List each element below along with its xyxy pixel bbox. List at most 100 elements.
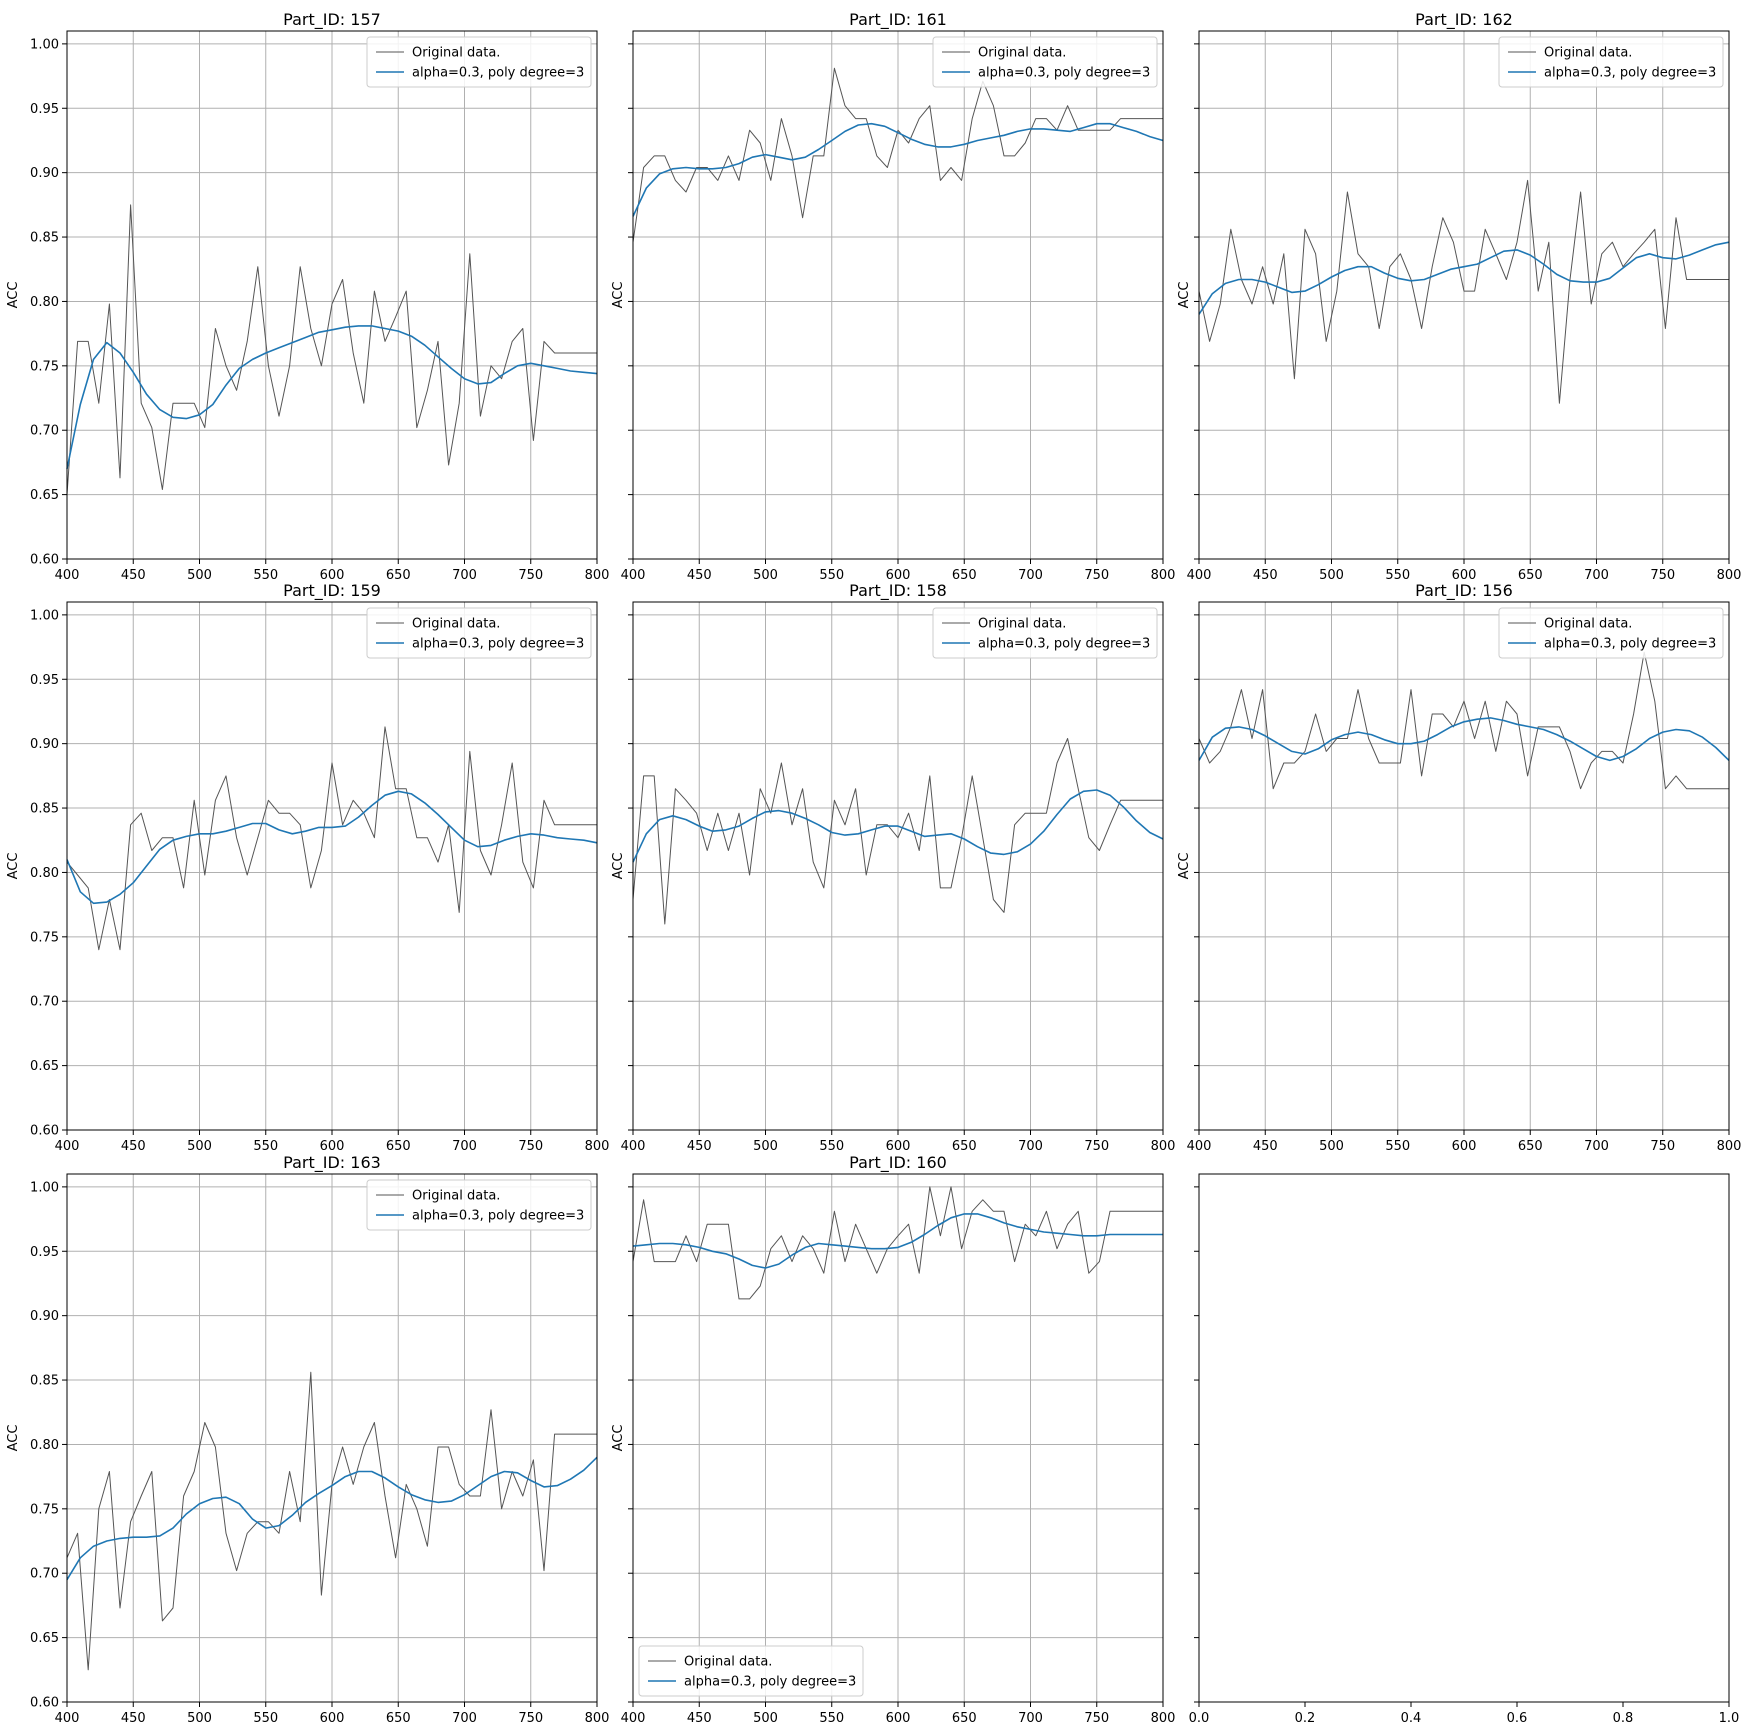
panel-4-ytick-label: 1.00 xyxy=(30,608,59,623)
panel-1-ytick-label: 0.70 xyxy=(30,424,59,439)
panel-3-xtick-label: 500 xyxy=(1319,568,1344,583)
panel-8-xtick-label: 550 xyxy=(819,1711,844,1726)
panel-4-ytick-label: 0.65 xyxy=(30,1059,59,1074)
panel-1-ytick-label: 0.90 xyxy=(30,166,59,181)
panel-3-xtick-label: 700 xyxy=(1584,568,1609,583)
panel-6-xtick-label: 500 xyxy=(1319,1139,1344,1154)
panel-2-xtick-label: 550 xyxy=(819,568,844,583)
panel-8: 400 450 500 550 600 650 700 750 800ACCPart_ID: 1… xyxy=(611,1153,1175,1726)
panel-7-ytick-label: 0.65 xyxy=(30,1631,59,1646)
panel-6-xtick-label: 700 xyxy=(1584,1139,1609,1154)
panel-4-ytick-label: 0.70 xyxy=(30,995,59,1010)
panel-6-xtick-label: 600 xyxy=(1452,1139,1477,1154)
panel-1-xtick-label: 800 xyxy=(585,568,610,583)
panel-8-title: Part_ID: 160 xyxy=(849,1153,947,1173)
panel-4-title: Part_ID: 159 xyxy=(283,581,381,601)
panel-6-xtick-label: 650 xyxy=(1518,1139,1543,1154)
panel-7-xtick-label: 450 xyxy=(121,1711,146,1726)
panel-2-legend-label: Original data. xyxy=(978,46,1066,61)
panel-1-legend-label: alpha=0.3, poly degree=3 xyxy=(412,66,584,81)
panel-3-legend-label: Original data. xyxy=(1544,46,1632,61)
panel-6-legend-label: alpha=0.3, poly degree=3 xyxy=(1544,637,1716,652)
panel-7-xtick-label: 500 xyxy=(187,1711,212,1726)
panel-1-xtick-label: 650 xyxy=(386,568,411,583)
panel-1: 400 450 500 550 600 650 700 750 800 0.60 0.65 0.70 0… xyxy=(6,10,609,583)
panel-3-xtick-label: 550 xyxy=(1385,568,1410,583)
panel-6-xtick-label: 400 xyxy=(1187,1139,1212,1154)
panel-7-legend: Original data.alpha=0.3, poly degree=3 xyxy=(367,1180,591,1230)
panel-7-ytick-label: 0.95 xyxy=(30,1245,59,1260)
panel-3-xtick-label: 450 xyxy=(1253,568,1278,583)
panel-1-legend-label: Original data. xyxy=(412,46,500,61)
panel-2-ylabel: ACC xyxy=(611,282,626,309)
panel-4-xtick-label: 700 xyxy=(452,1139,477,1154)
panel-7-xtick-label: 600 xyxy=(320,1711,345,1726)
panel-1-xtick-label: 550 xyxy=(253,568,278,583)
panel-1-xtick-label: 750 xyxy=(518,568,543,583)
panel-4-xtick-label: 500 xyxy=(187,1139,212,1154)
panel-2-xtick-label: 450 xyxy=(687,568,712,583)
panel-2-xtick-label: 500 xyxy=(753,568,778,583)
panel-1-ylabel: ACC xyxy=(6,282,21,309)
panel-5-legend-label: Original data. xyxy=(978,617,1066,632)
panel-4-xtick-label: 600 xyxy=(320,1139,345,1154)
panel-5-legend-label: alpha=0.3, poly degree=3 xyxy=(978,637,1150,652)
panel-9-xtick-label: 0.6 xyxy=(1507,1711,1528,1726)
panel-7-legend-label: Original data. xyxy=(412,1189,500,1204)
panel-2-legend: Original data. alpha=0.3, poly degree=3 xyxy=(933,37,1157,87)
panel-7-xtick-label: 650 xyxy=(386,1711,411,1726)
panel-1-ytick-label: 1.00 xyxy=(30,37,59,52)
panel-5-xtick-label: 400 xyxy=(621,1139,646,1154)
panel-9-xtick-label: 0.4 xyxy=(1401,1711,1422,1726)
panel-1-ytick-label: 0.75 xyxy=(30,359,59,374)
panel-9: 0.0 0.2 0.4 0.6 0.8 1.0 xyxy=(1189,1174,1740,1726)
panel-8-xtick-label: 800 xyxy=(1151,1711,1176,1726)
panel-3-xtick-label: 650 xyxy=(1518,568,1543,583)
panel-2-xtick-label: 400 xyxy=(621,568,646,583)
panel-1-xtick-label: 500 xyxy=(187,568,212,583)
panel-5-xtick-label: 650 xyxy=(952,1139,977,1154)
panel-7-ytick-label: 0.60 xyxy=(30,1696,59,1711)
panel-7-xtick-label: 700 xyxy=(452,1711,477,1726)
panel-5-xtick-label: 700 xyxy=(1018,1139,1043,1154)
panel-8-legend-label: alpha=0.3, poly degree=3 xyxy=(684,1675,856,1690)
panel-3: 400 450 500 550 600 650 700 750 800 ACC Part_ID: 1… xyxy=(1177,10,1741,583)
panel-4-ytick-label: 0.60 xyxy=(30,1124,59,1139)
panel-5-ylabel: ACC xyxy=(611,853,626,880)
panel-8-xtick-label: 450 xyxy=(687,1711,712,1726)
panel-1-xtick-label: 450 xyxy=(121,568,146,583)
panel-7-ytick-label: 0.75 xyxy=(30,1502,59,1517)
panel-4-xtick-label: 800 xyxy=(585,1139,610,1154)
panel-3-legend: Original data. alpha=0.3, poly degree=3 xyxy=(1499,37,1723,87)
panel-4-ytick-label: 0.75 xyxy=(30,930,59,945)
panel-4-xtick-label: 400 xyxy=(55,1139,80,1154)
panel-2: 400 450 500 550 600 650 700 750 800 ACC Part_ID: 1… xyxy=(611,10,1175,583)
panel-7-xtick-label: 750 xyxy=(518,1711,543,1726)
panel-6-xtick-label: 550 xyxy=(1385,1139,1410,1154)
panel-4-ytick-label: 0.85 xyxy=(30,802,59,817)
panel-1-xtick-label: 400 xyxy=(55,568,80,583)
panel-5-xtick-label: 500 xyxy=(753,1139,778,1154)
panel-4-ylabel: ACC xyxy=(6,853,21,880)
panel-6-xtick-label: 450 xyxy=(1253,1139,1278,1154)
panel-2-title: Part_ID: 161 xyxy=(849,10,947,30)
panel-3-xtick-label: 800 xyxy=(1717,568,1742,583)
panel-2-legend-label: alpha=0.3, poly degree=3 xyxy=(978,66,1150,81)
panel-5-title: Part_ID: 158 xyxy=(849,581,947,601)
panel-8-xtick-label: 700 xyxy=(1018,1711,1043,1726)
panel-5-legend: Original data. alpha=0.3, poly degree=3 xyxy=(933,608,1157,658)
panel-3-ylabel: ACC xyxy=(1177,282,1192,309)
panel-1-ytick-label: 0.85 xyxy=(30,231,59,246)
panel-4-ytick-label: 0.80 xyxy=(30,866,59,881)
panel-6-xtick-label: 750 xyxy=(1650,1139,1675,1154)
panel-2-xtick-label: 650 xyxy=(952,568,977,583)
panel-3-legend-label: alpha=0.3, poly degree=3 xyxy=(1544,66,1716,81)
panel-1-ytick-label: 0.95 xyxy=(30,102,59,117)
panel-4-legend-label: alpha=0.3, poly degree=3 xyxy=(412,637,584,652)
panel-6-legend: Original data. alpha=0.3, poly degree=3 xyxy=(1499,608,1723,658)
panel-1-ytick-label: 0.80 xyxy=(30,295,59,310)
panel-5-xtick-label: 450 xyxy=(687,1139,712,1154)
panel-6-title: Part_ID: 156 xyxy=(1415,581,1513,601)
panel-7-ytick-label: 0.85 xyxy=(30,1374,59,1389)
panel-8-xtick-label: 500 xyxy=(753,1711,778,1726)
